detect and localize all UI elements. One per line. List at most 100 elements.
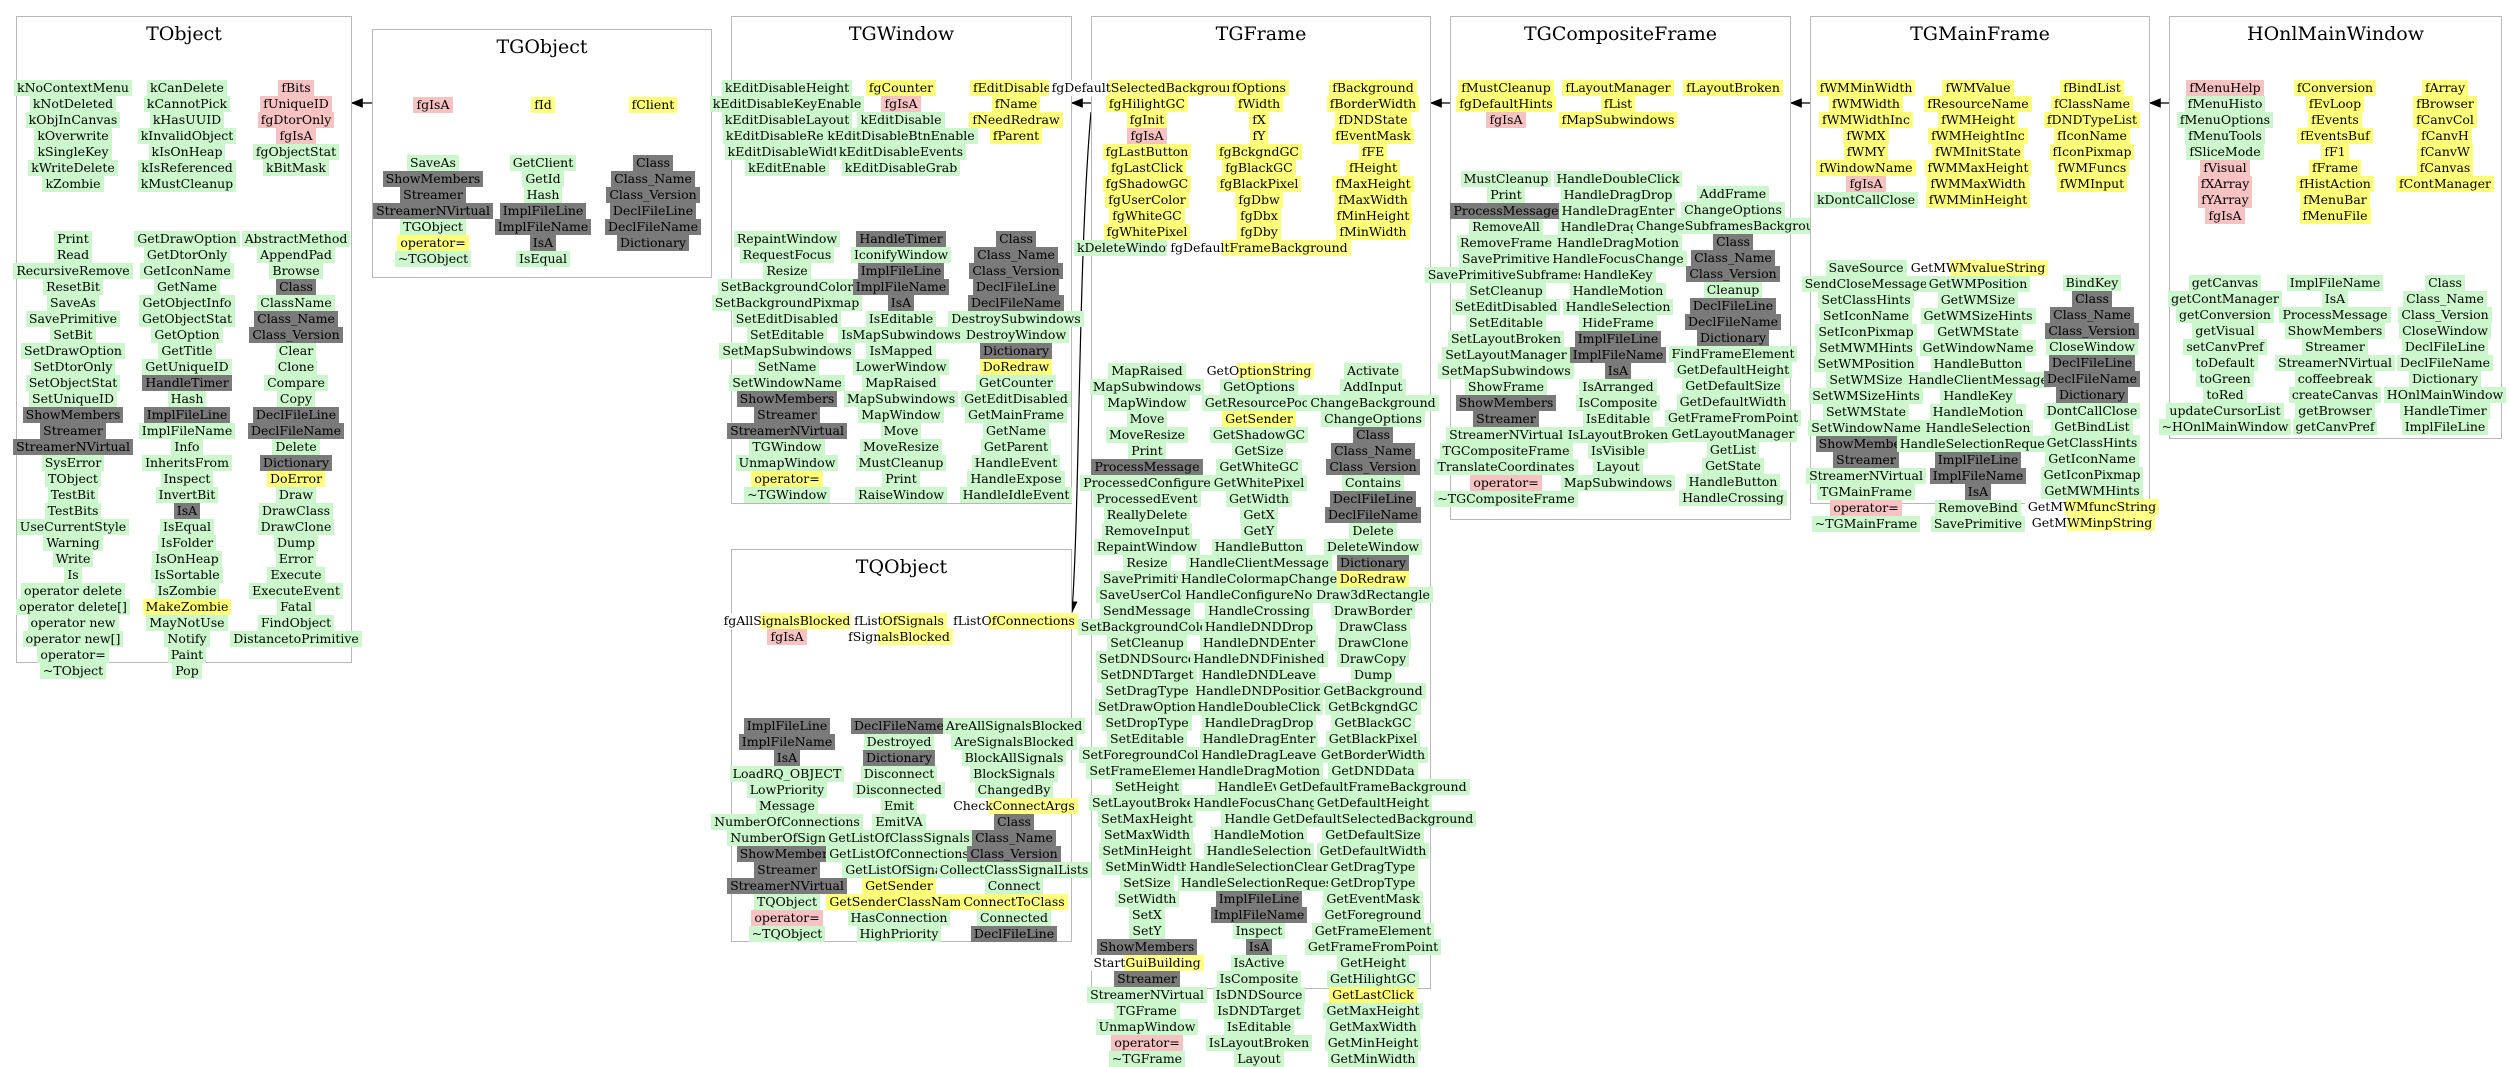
member-method: DistancetoPrimitive (230, 631, 362, 647)
member-method: GetWMSizeHints (1920, 308, 2036, 324)
member-method: IsA (173, 503, 201, 519)
member-method: SetHeight (1111, 779, 1183, 795)
member-method: StreamerNVirtual (2275, 355, 2395, 371)
member-method: Class (2425, 275, 2465, 291)
member-method: DrawCopy (1336, 651, 1410, 667)
member-method: DeclFileLine (1329, 491, 1417, 507)
class-title: TGObject (496, 36, 588, 58)
member-method: IsEditable (865, 311, 937, 327)
member-field: fgShadowGC (1102, 176, 1192, 192)
member-field: fgIsA (1486, 112, 1526, 128)
member-method: TestBits (44, 503, 102, 519)
member-field: fWMMinWidth (1816, 80, 1916, 96)
member-method: IsVisible (1588, 443, 1648, 459)
member-field: fgDby (1237, 224, 1281, 240)
member-method: HandleTimer (2400, 403, 2490, 419)
member-method: ShowMembers (22, 407, 124, 423)
member-method: DeleteWindow (1323, 539, 1423, 555)
member-method: Dictionary (862, 750, 936, 766)
member-method: RemoveBind (1935, 500, 2021, 516)
member-method: HandleFocusChange (1190, 795, 1328, 811)
member-method: SetBackgroundColor (717, 279, 857, 295)
member-method: Print (54, 231, 92, 247)
member-method: HandleDragDrop (1201, 715, 1317, 731)
member-field: fDNDState (1335, 112, 1411, 128)
member-method: ImplFileName (1210, 907, 1308, 923)
member-method: SetLayoutBroken (1088, 795, 1206, 811)
member-method: ImplFileName (1929, 468, 2027, 484)
member-field: kNoContextMenu (14, 80, 132, 96)
member-field: fCanvas (2416, 160, 2474, 176)
member-field: fEventMask (1332, 128, 1414, 144)
member-method: GetState (1702, 458, 1764, 474)
member-method: RepaintWindow (733, 231, 841, 247)
member-field: fMinHeight (1333, 208, 1413, 224)
member-field: fWMMaxHeight (1924, 160, 2032, 176)
member-method: ImplFileLine (143, 407, 231, 423)
member-method: IsSortable (151, 567, 223, 583)
member-method: GetDefaultHeight (1673, 362, 1793, 378)
member-method: operator delete (20, 583, 126, 599)
member-method: Resize (1123, 555, 1171, 571)
member-field: kEditDisableEvents (835, 144, 967, 160)
member-method: IsEqual (516, 251, 570, 267)
member-field: fgLastClick (1108, 160, 1186, 176)
member-method: Class (633, 155, 673, 171)
member-method: SetMapSubwindows (719, 343, 855, 359)
method-column: SaveSource SendCloseMessage SetClassHints S… (1801, 260, 1931, 532)
member-method: SetDNDTarget (1097, 667, 1197, 683)
member-method: Print (882, 471, 920, 487)
member-method: ImplFileName (738, 734, 836, 750)
member-field: fgDbw (1235, 192, 1283, 208)
member-method: SetDrawOption (1095, 699, 1199, 715)
member-method: MakeZombie (142, 599, 232, 615)
member-field: kEditDisableHeight (721, 80, 853, 96)
member-field: kEditDisable (857, 112, 945, 128)
member-field: fSignalsBlocked (845, 629, 953, 645)
member-method: Move (880, 423, 922, 439)
member-method: GetBackground (1320, 683, 1426, 699)
field-column: fLayoutManager fList fMapSubwindows (1558, 80, 1678, 128)
member-method: Streamer (1473, 411, 1539, 427)
member-field: fBackground (1329, 80, 1417, 96)
field-column: fEditDisabled fName fNeedRedraw fParent (962, 80, 1070, 144)
member-field: fgWhitePixel (1103, 224, 1191, 240)
member-method: HasConnection (847, 910, 951, 926)
member-method: ShowMembers (1455, 395, 1557, 411)
member-method: MayNotUse (146, 615, 228, 631)
member-method: GetMinWidth (1327, 1051, 1419, 1067)
member-method: MapSubwindows (1560, 475, 1676, 491)
member-method: IsActive (1230, 955, 1288, 971)
member-field: fHeight (1346, 160, 1400, 176)
member-method: HandleDragEnter (1558, 203, 1678, 219)
member-method: ImplFileLine (1215, 891, 1303, 907)
member-method: GetBckgndGC (1325, 699, 1421, 715)
member-method: SetCleanup (1107, 635, 1187, 651)
member-method: ~HOnlMainWindow (2158, 419, 2292, 435)
member-method: DrawClone (1334, 635, 1412, 651)
member-method: Dump (1351, 667, 1395, 683)
member-method: IsA (773, 750, 801, 766)
member-method: IconifyWindow (850, 247, 952, 263)
member-field: fDNDTypeList (2043, 112, 2141, 128)
member-field: fYArray (2198, 192, 2252, 208)
member-method: SetWMSizeHints (1809, 388, 1923, 404)
member-field: fgUserColor (1105, 192, 1189, 208)
member-method: DeclFileLine (972, 279, 1060, 295)
method-column: MapRaised MapSubwindows MapWindow Move MoveR… (1077, 363, 1217, 1067)
member-method: IsA (887, 295, 915, 311)
member-field: fVisual (2200, 160, 2250, 176)
member-method: ChangeOptions (1321, 411, 1425, 427)
member-field: fgBckgndGC (1216, 144, 1302, 160)
member-method: DeclFileLine (1689, 298, 1777, 314)
member-method: SetIconPixmap (1815, 324, 1917, 340)
member-method: SetClassHints (1818, 292, 1914, 308)
member-method: Copy (276, 391, 316, 407)
member-method: ShowMembers (736, 846, 838, 862)
member-method: updateCursorList (2166, 403, 2284, 419)
member-method: ExecuteEvent (249, 583, 343, 599)
member-method: StreamerNVirtual (1446, 427, 1566, 443)
member-field: fgIsA (1846, 176, 1886, 192)
member-method: MapRaised (1108, 363, 1186, 379)
member-method: GetWMPosition (1925, 276, 2031, 292)
